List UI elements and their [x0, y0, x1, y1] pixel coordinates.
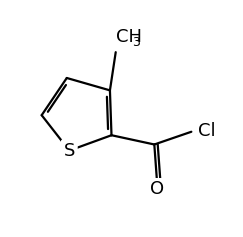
Text: S: S [64, 141, 75, 160]
Text: O: O [150, 180, 164, 198]
Text: CH: CH [116, 28, 142, 46]
Text: Cl: Cl [198, 122, 216, 140]
Text: 3: 3 [132, 36, 140, 49]
